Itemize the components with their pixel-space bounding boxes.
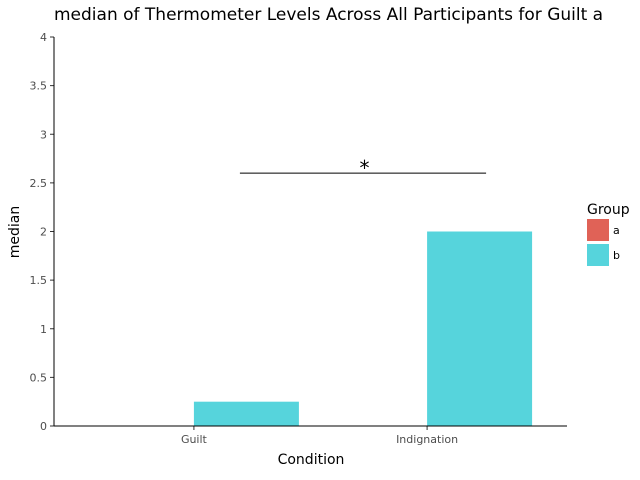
bar-b-guilt xyxy=(193,401,299,426)
legend-swatch-a xyxy=(587,219,609,241)
x-tick-label: Guilt xyxy=(181,433,208,446)
legend-title: Group xyxy=(587,202,630,218)
x-tick-label: Indignation xyxy=(396,433,458,446)
legend-label-a: a xyxy=(613,224,620,237)
legend-swatch-b xyxy=(587,244,609,266)
y-tick-label: 3 xyxy=(40,128,47,141)
significance-marker: * xyxy=(360,156,370,180)
y-tick-label: 2 xyxy=(40,226,47,239)
chart-title: median of Thermometer Levels Across All … xyxy=(54,5,603,25)
legend-label-b: b xyxy=(613,249,620,262)
y-tick-label: 0.5 xyxy=(30,371,48,384)
bar-b-indignation xyxy=(427,231,533,426)
y-axis-title: median xyxy=(7,206,23,258)
bars xyxy=(193,231,533,426)
y-tick-label: 1.5 xyxy=(30,274,48,287)
y-tick-label: 0 xyxy=(40,420,47,433)
y-tick-label: 3.5 xyxy=(30,80,48,93)
y-tick-label: 1 xyxy=(40,323,47,336)
significance-annotation: * xyxy=(239,156,487,180)
y-tick-label: 2.5 xyxy=(30,177,48,190)
x-axis-title: Condition xyxy=(278,452,345,468)
y-axis-ticks: 0 0.5 1 1.5 2 2.5 3 3.5 4 xyxy=(30,31,54,433)
legend: Group ab xyxy=(587,202,630,266)
x-axis-ticks: Guilt Indignation xyxy=(181,426,458,446)
y-tick-label: 4 xyxy=(40,31,47,44)
